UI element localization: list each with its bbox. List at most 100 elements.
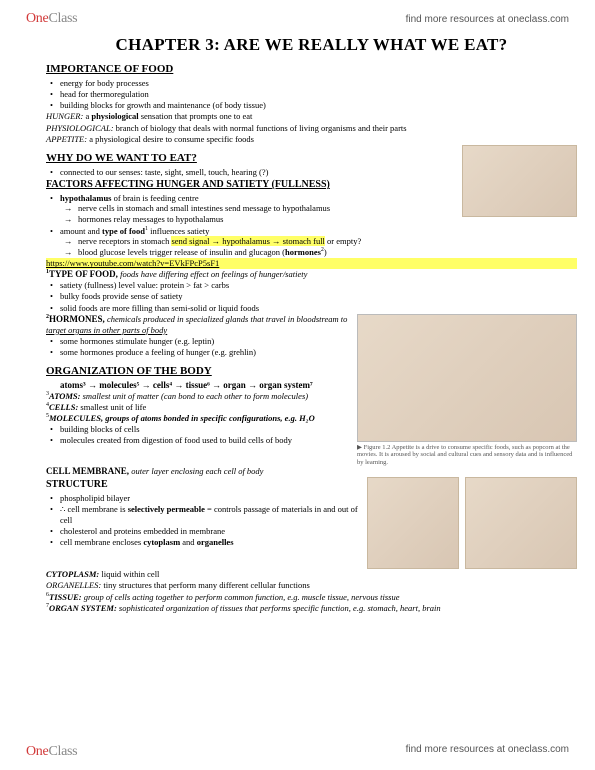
list-item: building blocks for growth and maintenan… <box>46 100 577 111</box>
hormones-desc-bold: target organs in other parts of body <box>46 325 167 335</box>
def-rest: a physiological desire to consume specif… <box>87 134 254 144</box>
organsystem-def: 7ORGAN SYSTEM: sophisticated organizatio… <box>46 603 577 614</box>
amount-pre: amount and <box>60 226 102 236</box>
org-title: ORGANELLES: <box>46 580 101 590</box>
def-term: APPETITE: <box>46 134 87 144</box>
list-item: molecules created from digestion of food… <box>46 435 349 446</box>
system-desc: sophisticated organization of tissues th… <box>117 603 441 613</box>
list-item: hormones relay messages to hypothalamus <box>60 214 454 225</box>
cells-def: 4CELLS: smallest unit of life <box>46 402 349 413</box>
list-item: amount and type of food1 influences sati… <box>46 226 454 258</box>
enc-b1: cytoplasm <box>143 537 180 547</box>
list-item: phospholipid bilayer <box>46 493 361 504</box>
hormones-list: some hormones stimulate hunger (e.g. lep… <box>46 336 349 358</box>
list-item: energy for body processes <box>46 78 577 89</box>
molecules-list: building blocks of cells molecules creat… <box>46 424 349 446</box>
why-sense-list: connected to our senses: taste, sight, s… <box>46 167 454 178</box>
factors-heading: FACTORS AFFECTING HUNGER AND SATIETY (FU… <box>46 179 454 192</box>
hypo-bold: hypothalamus <box>60 193 112 203</box>
list-item: building blocks of cells <box>46 424 349 435</box>
enc-mid: and <box>180 537 197 547</box>
glucose-post: ) <box>324 247 327 257</box>
def-rest: branch of biology that deals with normal… <box>114 123 407 133</box>
brand-class-b: Class <box>48 744 77 759</box>
enc-b2: organelles <box>197 537 234 547</box>
brain-figure <box>462 145 577 217</box>
tissue-def: 6TISSUE: group of cells acting together … <box>46 592 577 603</box>
organ-figure <box>367 477 459 569</box>
membrane-list: phospholipid bilayer ∴ cell membrane is … <box>46 493 361 548</box>
nerve-hl: send signal → hypothalamus → stomach ful… <box>171 236 324 246</box>
organ-image <box>367 477 459 569</box>
cells-desc: smallest unit of life <box>78 402 146 412</box>
typefood-desc: foods have differing effect on feelings … <box>120 269 307 279</box>
membrane-t: CELL MEMBRANE, <box>46 466 129 476</box>
importance-list: energy for body processes head for therm… <box>46 78 577 111</box>
def-bold: physiological <box>91 111 138 121</box>
page-content: CHAPTER 3: ARE WE REALLY WHAT WE EAT? IM… <box>46 34 577 736</box>
structure-heading: STRUCTURE <box>46 479 361 492</box>
glucose-pre: blood glucose levels trigger release of … <box>78 247 285 257</box>
molecules-desc: groups of atoms bonded in specific confi… <box>103 413 315 423</box>
org-desc: tiny structures that perform many differ… <box>101 580 310 590</box>
brand-class: Class <box>48 11 77 26</box>
typefood-title: 1TYPE OF FOOD, foods have differing effe… <box>46 269 577 280</box>
list-item: nerve cells in stomach and small intesti… <box>60 203 454 214</box>
tagline-bottom: find more resources at oneclass.com <box>406 744 569 757</box>
list-item: cell membrane encloses cytoplasm and org… <box>46 537 361 548</box>
importance-heading: IMPORTANCE OF FOOD <box>46 63 577 77</box>
cyto-title: CYTOPLASM: <box>46 569 99 579</box>
molecules-def: 5MOLECULES, groups of atoms bonded in sp… <box>46 413 349 424</box>
enc-pre: cell membrane encloses <box>60 537 143 547</box>
brand-one: One <box>26 11 48 26</box>
list-item: some hormones produce a feeling of hunge… <box>46 347 349 358</box>
appetite-chart-image <box>357 314 577 442</box>
def-term: HUNGER: <box>46 111 83 121</box>
cytoplasm-def: CYTOPLASM: liquid within cell <box>46 569 577 580</box>
list-item: head for thermoregulation <box>46 89 577 100</box>
list-item: satiety (fullness) level value: protein … <box>46 280 577 291</box>
list-item: cholesterol and proteins embedded in mem… <box>46 526 361 537</box>
org-chain: atoms³ → molecules⁵ → cells⁴ → tissue⁶ →… <box>46 380 349 391</box>
tagline-top: find more resources at oneclass.com <box>406 14 569 27</box>
organelles-def: ORGANELLES: tiny structures that perform… <box>46 580 577 591</box>
list-item: blood glucose levels trigger release of … <box>60 247 454 258</box>
atoms-desc: smallest unit of matter (can bond to eac… <box>81 391 309 401</box>
cell-figure <box>465 477 577 569</box>
why-heading: WHY DO WE WANT TO EAT? <box>46 152 454 166</box>
def-physiological: PHYSIOLOGICAL: branch of biology that de… <box>46 123 577 134</box>
appetite-figure: ▶ Figure 1.2 Appetite is a drive to cons… <box>357 314 577 466</box>
hormones-title: 2HORMONES, chemicals produced in special… <box>46 314 349 337</box>
youtube-link[interactable]: https://www.youtube.com/watch?v=EVkFPcP5… <box>46 258 577 269</box>
def-rest: sensation that prompts one to eat <box>139 111 253 121</box>
list-item: some hormones stimulate hunger (e.g. lep… <box>46 336 349 347</box>
tissue-title: TISSUE: <box>49 592 82 602</box>
def-appetite: APPETITE: a physiological desire to cons… <box>46 134 577 145</box>
nerve-pre: nerve receptors in stomach <box>78 236 171 246</box>
list-item: hypothalamus of brain is feeding centre … <box>46 193 454 225</box>
brand-logo-bottom: OneClass <box>26 743 77 761</box>
cell-image <box>465 477 577 569</box>
org-heading: ORGANIZATION OF THE BODY <box>46 365 349 379</box>
nerve-post: or empty? <box>325 236 361 246</box>
tissue-desc: group of cells acting together to perfor… <box>82 592 400 602</box>
atoms-title: ATOMS: <box>49 391 81 401</box>
typefood-list: satiety (fullness) level value: protein … <box>46 280 577 313</box>
brand-one-b: One <box>26 744 48 759</box>
membrane-heading: CELL MEMBRANE, outer layer enclosing eac… <box>46 466 577 477</box>
list-item: ∴ cell membrane is selectively permeable… <box>46 504 361 525</box>
cyto-desc: liquid within cell <box>99 569 159 579</box>
molecules-title: MOLECULES, <box>49 413 103 423</box>
amount-post: influences satiety <box>148 226 209 236</box>
list-item: connected to our senses: taste, sight, s… <box>46 167 454 178</box>
def-term: PHYSIOLOGICAL: <box>46 123 114 133</box>
brain-image <box>462 145 577 217</box>
system-title: ORGAN SYSTEM: <box>49 603 117 613</box>
figure-caption: ▶ Figure 1.2 Appetite is a drive to cons… <box>357 444 577 466</box>
membrane-desc: outer layer enclosing each cell of body <box>131 466 263 476</box>
hypo-rest: of brain is feeding centre <box>112 193 199 203</box>
amount-bold: type of food <box>102 226 145 236</box>
cells-title: CELLS: <box>49 402 78 412</box>
atoms-def: 3ATOMS: smallest unit of matter (can bon… <box>46 391 349 402</box>
brand-logo-top: OneClass <box>26 10 77 28</box>
